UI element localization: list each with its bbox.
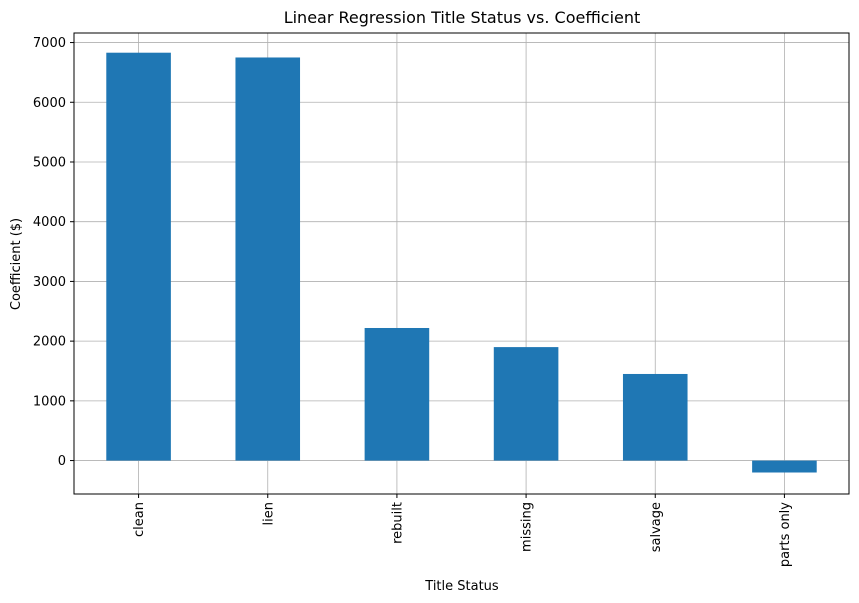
chart-title: Linear Regression Title Status vs. Coeff…: [284, 8, 641, 27]
plot-frame: [73, 32, 850, 495]
x-tick-label: lien: [261, 502, 276, 525]
bars: [106, 52, 817, 473]
y-tick-label: 5000: [33, 155, 66, 170]
y-tick-label: 2000: [33, 335, 66, 350]
x-axis-ticks: clean lien rebuilt missing salvage parts only: [132, 494, 793, 567]
x-tick-label: clean: [132, 502, 147, 537]
y-tick-label: 6000: [33, 96, 66, 111]
bar-salvage: [622, 373, 688, 461]
y-axis-label: Coefficient ($): [9, 218, 24, 310]
y-axis-ticks: 0 1000 2000 3000 4000 5000 6000 7000: [33, 36, 74, 469]
x-tick-label: missing: [520, 502, 535, 552]
bar-missing: [493, 347, 559, 461]
y-tick-label: 0: [58, 454, 66, 469]
x-tick-label: parts only: [778, 502, 793, 567]
bar-parts-only: [752, 460, 817, 473]
y-tick-label: 1000: [33, 394, 66, 409]
bar-rebuilt: [364, 327, 430, 461]
x-axis-label: Title Status: [424, 579, 499, 594]
y-tick-label: 3000: [33, 275, 66, 290]
bar-lien: [235, 57, 301, 461]
x-tick-label: rebuilt: [390, 502, 405, 544]
y-tick-label: 7000: [33, 36, 66, 51]
bar-clean: [106, 52, 171, 461]
x-tick-label: salvage: [649, 502, 664, 552]
y-tick-label: 4000: [33, 215, 66, 230]
